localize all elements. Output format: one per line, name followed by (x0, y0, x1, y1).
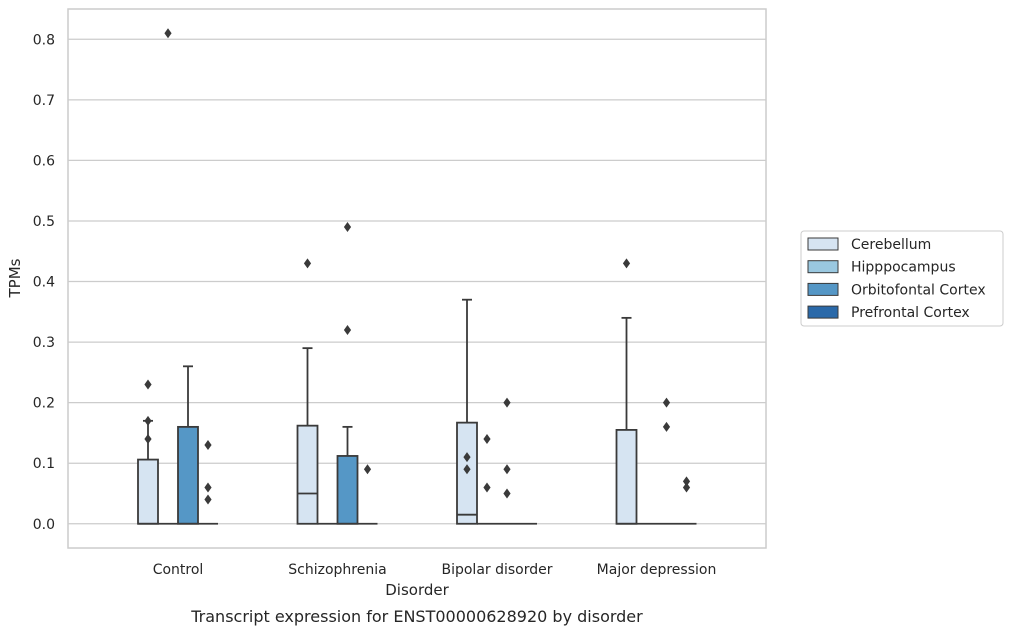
y-tick-label: 0.5 (33, 214, 55, 230)
outlier-point (204, 494, 212, 505)
outlier-point (343, 324, 352, 335)
outlier-point (463, 452, 471, 463)
x-tick-label: Control (153, 562, 204, 578)
plot-frame (67, 8, 767, 549)
y-tick-label: 0.2 (33, 396, 55, 412)
x-tick-label: Major depression (597, 562, 717, 578)
box-plot (177, 365, 199, 525)
outlier-point (662, 421, 671, 432)
outlier-point (622, 258, 631, 269)
outlier-point (483, 433, 491, 444)
box-rect (177, 425, 199, 525)
outlier-point (503, 464, 511, 475)
legend-label: Cerebellum (851, 237, 931, 253)
box-rect (296, 424, 319, 525)
outlier-point (204, 482, 212, 493)
outlier-point (164, 28, 172, 39)
box-rect (615, 429, 638, 525)
legend-frame (800, 230, 1004, 327)
y-gridlines (68, 38, 766, 525)
box-rect (336, 455, 359, 525)
outlier-point (463, 464, 471, 475)
legend-label: Orbitofontal Cortex (851, 282, 986, 298)
y-tick-labels: 0.0 0.1 0.2 0.3 0.4 0.5 0.6 0.7 0.8 (33, 32, 55, 532)
outlier-point (144, 433, 152, 444)
legend-label: Prefrontal Cortex (851, 305, 970, 321)
box-plot (615, 316, 638, 525)
outlier-point (682, 482, 691, 493)
outlier-point (503, 397, 511, 408)
y-tick-label: 0.8 (33, 32, 55, 48)
box-rect (137, 458, 159, 525)
figure-caption: Transcript expression for ENST0000062892… (190, 607, 643, 626)
y-tick-label: 0.3 (33, 335, 55, 351)
x-axis-label: Disorder (385, 581, 449, 599)
y-tick-label: 0.4 (33, 275, 55, 291)
legend: Cerebellum Hipppocampus Orbitofontal Corte… (800, 230, 1004, 327)
box-plots (137, 298, 697, 525)
box-plot (336, 425, 359, 525)
box-plot (456, 298, 478, 525)
y-axis-label: TPMs (6, 258, 24, 298)
outlier-point (144, 415, 152, 426)
legend-swatch (807, 237, 839, 251)
box-plot (296, 347, 319, 525)
outlier-point (503, 488, 511, 499)
y-tick-label: 0.7 (33, 93, 55, 109)
x-tick-label: Schizophrenia (288, 562, 386, 578)
box-plot (137, 419, 159, 525)
legend-swatch (807, 305, 839, 319)
y-tick-label: 0.6 (33, 153, 55, 169)
y-tick-label: 0.0 (33, 517, 55, 533)
outlier-point (682, 476, 691, 487)
outlier-point (303, 258, 312, 269)
outlier-point (662, 397, 671, 408)
outlier-point (144, 379, 152, 390)
outlier-points (144, 28, 691, 505)
outlier-point (483, 482, 491, 493)
x-tick-label: Bipolar disorder (441, 562, 552, 578)
outlier-point (343, 222, 352, 233)
y-tick-label: 0.1 (33, 456, 55, 472)
legend-swatch (807, 260, 839, 274)
x-tick-labels: Control Schizophrenia Bipolar disorder Majo… (153, 562, 717, 578)
legend-label: Hipppocampus (851, 260, 956, 276)
legend-swatch (807, 282, 839, 296)
outlier-point (204, 440, 212, 451)
outlier-point (363, 464, 372, 475)
